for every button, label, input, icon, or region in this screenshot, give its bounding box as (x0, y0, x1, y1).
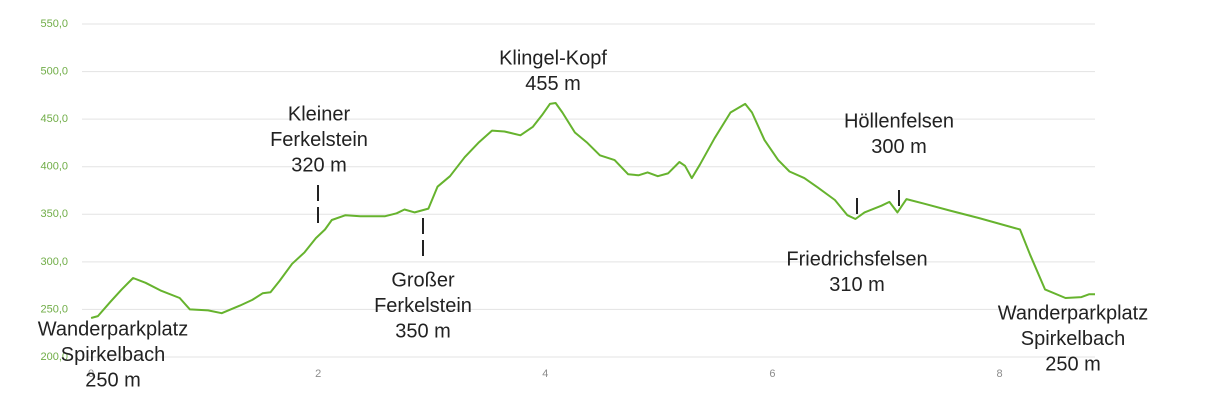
annotation: Friedrichsfelsen (786, 248, 927, 270)
y-tick-label: 200,0 (40, 351, 68, 363)
x-tick-label: 0 (88, 368, 94, 380)
annotation: Spirkelbach (61, 344, 166, 366)
annotation: 310 m (829, 274, 885, 296)
y-tick-label: 300,0 (40, 256, 68, 268)
annotation: 320 m (291, 154, 347, 176)
x-tick-label: 8 (997, 368, 1003, 380)
annotation: Ferkelstein (270, 129, 368, 151)
x-tick-label: 4 (542, 368, 548, 380)
annotation: 300 m (871, 136, 927, 158)
annotation: Wanderparkplatz (38, 318, 188, 340)
y-tick-label: 450,0 (40, 113, 68, 125)
annotation: Höllenfelsen (844, 110, 954, 132)
annotation: Großer (391, 269, 455, 291)
x-tick-label: 2 (315, 368, 321, 380)
y-tick-label: 400,0 (40, 161, 68, 173)
annotation: 350 m (395, 320, 451, 342)
annotation: Ferkelstein (374, 295, 472, 317)
annotation: 455 m (525, 73, 581, 95)
elevation-line (90, 102, 1095, 319)
annotation: Klingel-Kopf (499, 47, 607, 69)
y-tick-label: 350,0 (40, 208, 68, 220)
y-tick-label: 550,0 (40, 18, 68, 30)
y-tick-label: 250,0 (40, 303, 68, 315)
annotation: Spirkelbach (1021, 328, 1126, 350)
y-tick-label: 500,0 (40, 65, 68, 77)
annotation: 250 m (85, 369, 141, 391)
annotation: Wanderparkplatz (998, 302, 1148, 324)
x-tick-label: 6 (769, 368, 775, 380)
annotation: Kleiner (288, 103, 351, 125)
annotation: 250 m (1045, 353, 1101, 375)
